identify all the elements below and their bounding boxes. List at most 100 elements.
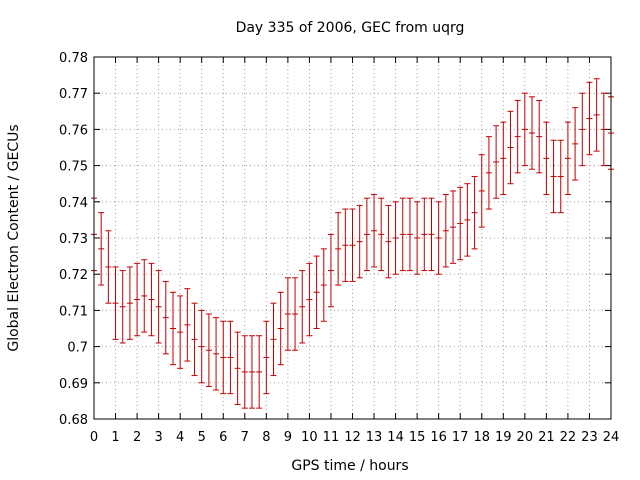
error-bar-point xyxy=(363,197,370,272)
x-tick-label: 13 xyxy=(366,430,383,445)
error-bar-point xyxy=(586,81,593,156)
error-bar-point xyxy=(220,320,227,395)
error-bar-point xyxy=(428,197,435,272)
error-bar-point xyxy=(579,92,586,167)
error-bar-point xyxy=(119,270,126,344)
error-bar-point xyxy=(327,233,334,308)
error-bars xyxy=(91,78,614,409)
x-tick-label: 18 xyxy=(473,430,490,445)
x-tick-label: 15 xyxy=(409,430,426,445)
error-bar-point xyxy=(98,212,105,286)
error-bar-point xyxy=(550,139,557,214)
error-bar-point xyxy=(313,255,320,329)
x-tick-label: 24 xyxy=(603,430,620,445)
x-tick-label: 19 xyxy=(495,430,512,445)
error-bar-point xyxy=(299,270,306,344)
x-tick-label: 7 xyxy=(241,430,249,445)
error-bar-point xyxy=(529,96,536,170)
x-tick-label: 17 xyxy=(452,430,469,445)
error-bar-point xyxy=(421,197,428,272)
error-bar-point xyxy=(306,262,313,337)
error-bar-point xyxy=(177,295,184,369)
error-bar-point xyxy=(248,335,255,409)
error-bar-point xyxy=(514,99,521,174)
x-tick-label: 6 xyxy=(219,430,227,445)
error-bar-point xyxy=(536,99,543,174)
x-tick-label: 8 xyxy=(262,430,270,445)
error-bar-point xyxy=(356,204,363,279)
error-bar-point xyxy=(600,92,607,167)
error-bar-point xyxy=(507,110,514,185)
error-bar-point xyxy=(564,121,571,196)
error-bar-point xyxy=(435,201,442,275)
error-bar-point xyxy=(284,277,291,351)
x-tick-label: 5 xyxy=(198,430,206,445)
error-bar-point xyxy=(543,121,550,196)
error-bar-point xyxy=(349,208,356,282)
error-bar-point xyxy=(457,186,464,261)
y-tick-label: 0.7 xyxy=(67,341,88,356)
x-axis-label: GPS time / hours xyxy=(291,458,408,474)
error-bar-point xyxy=(213,317,220,391)
error-bar-point xyxy=(500,121,507,196)
error-bar-point xyxy=(392,201,399,275)
y-tick-label: 0.73 xyxy=(59,232,88,247)
error-bar-point xyxy=(378,197,385,272)
error-bar-point xyxy=(191,302,198,377)
error-bar-point xyxy=(557,139,564,214)
y-tick-label: 0.68 xyxy=(59,413,88,428)
x-tick-label: 16 xyxy=(430,430,447,445)
y-tick-label: 0.75 xyxy=(59,160,88,175)
error-bar-point xyxy=(342,208,349,282)
y-tick-label: 0.71 xyxy=(59,304,88,319)
error-bar-point xyxy=(184,288,191,362)
y-tick-label: 0.77 xyxy=(59,87,88,102)
x-tick-label: 11 xyxy=(323,430,340,445)
error-bar-point xyxy=(256,335,263,409)
error-bar-point xyxy=(162,280,169,355)
error-bar-point xyxy=(371,194,378,268)
error-bar-point xyxy=(485,136,492,210)
error-bar-point xyxy=(205,313,212,387)
error-bar-point xyxy=(442,194,449,268)
error-bar-point xyxy=(478,154,485,228)
error-bar-point xyxy=(198,309,205,384)
error-bar-point xyxy=(227,320,234,395)
x-tick-label: 4 xyxy=(176,430,184,445)
x-tick-label: 22 xyxy=(560,430,577,445)
y-tick-label: 0.76 xyxy=(59,123,88,138)
error-bar-point xyxy=(399,197,406,272)
error-bar-point xyxy=(134,262,141,337)
error-bar-point xyxy=(270,302,277,377)
y-tick-label: 0.74 xyxy=(59,196,88,211)
error-bar-point xyxy=(471,175,478,250)
x-tick-label: 23 xyxy=(581,430,598,445)
error-bar-point xyxy=(126,266,133,340)
error-bar-point xyxy=(521,92,528,167)
error-bar-point xyxy=(335,212,342,286)
x-tick-label: 3 xyxy=(154,430,162,445)
x-tick-label: 21 xyxy=(538,430,555,445)
y-axis-label: Global Electron Content / GECUs xyxy=(6,124,22,351)
error-bar-point xyxy=(234,331,241,406)
error-bar-point xyxy=(406,197,413,272)
error-bar-point xyxy=(292,277,299,351)
error-bar-point xyxy=(169,291,176,366)
error-bar-point xyxy=(493,125,500,199)
y-tick-label: 0.69 xyxy=(59,377,88,392)
error-bar-point xyxy=(155,270,162,344)
error-bar-point xyxy=(593,78,600,152)
x-tick-label: 9 xyxy=(284,430,292,445)
y-tick-label: 0.78 xyxy=(59,51,88,66)
x-tick-label: 0 xyxy=(90,430,98,445)
error-bar-point xyxy=(277,291,284,366)
error-bar-point xyxy=(464,183,471,257)
axis-ticks: 0 1 2 3 4 5 6 7 8 9 10 11 12 13 14 15 16 17 18 19 20 21 22 23 24… xyxy=(59,51,619,445)
error-bar-point xyxy=(241,335,248,409)
error-bar-point xyxy=(105,230,112,304)
error-bar-point xyxy=(572,107,579,181)
x-tick-label: 14 xyxy=(387,430,404,445)
error-bar-point xyxy=(450,190,457,264)
error-bar-point xyxy=(141,259,148,333)
